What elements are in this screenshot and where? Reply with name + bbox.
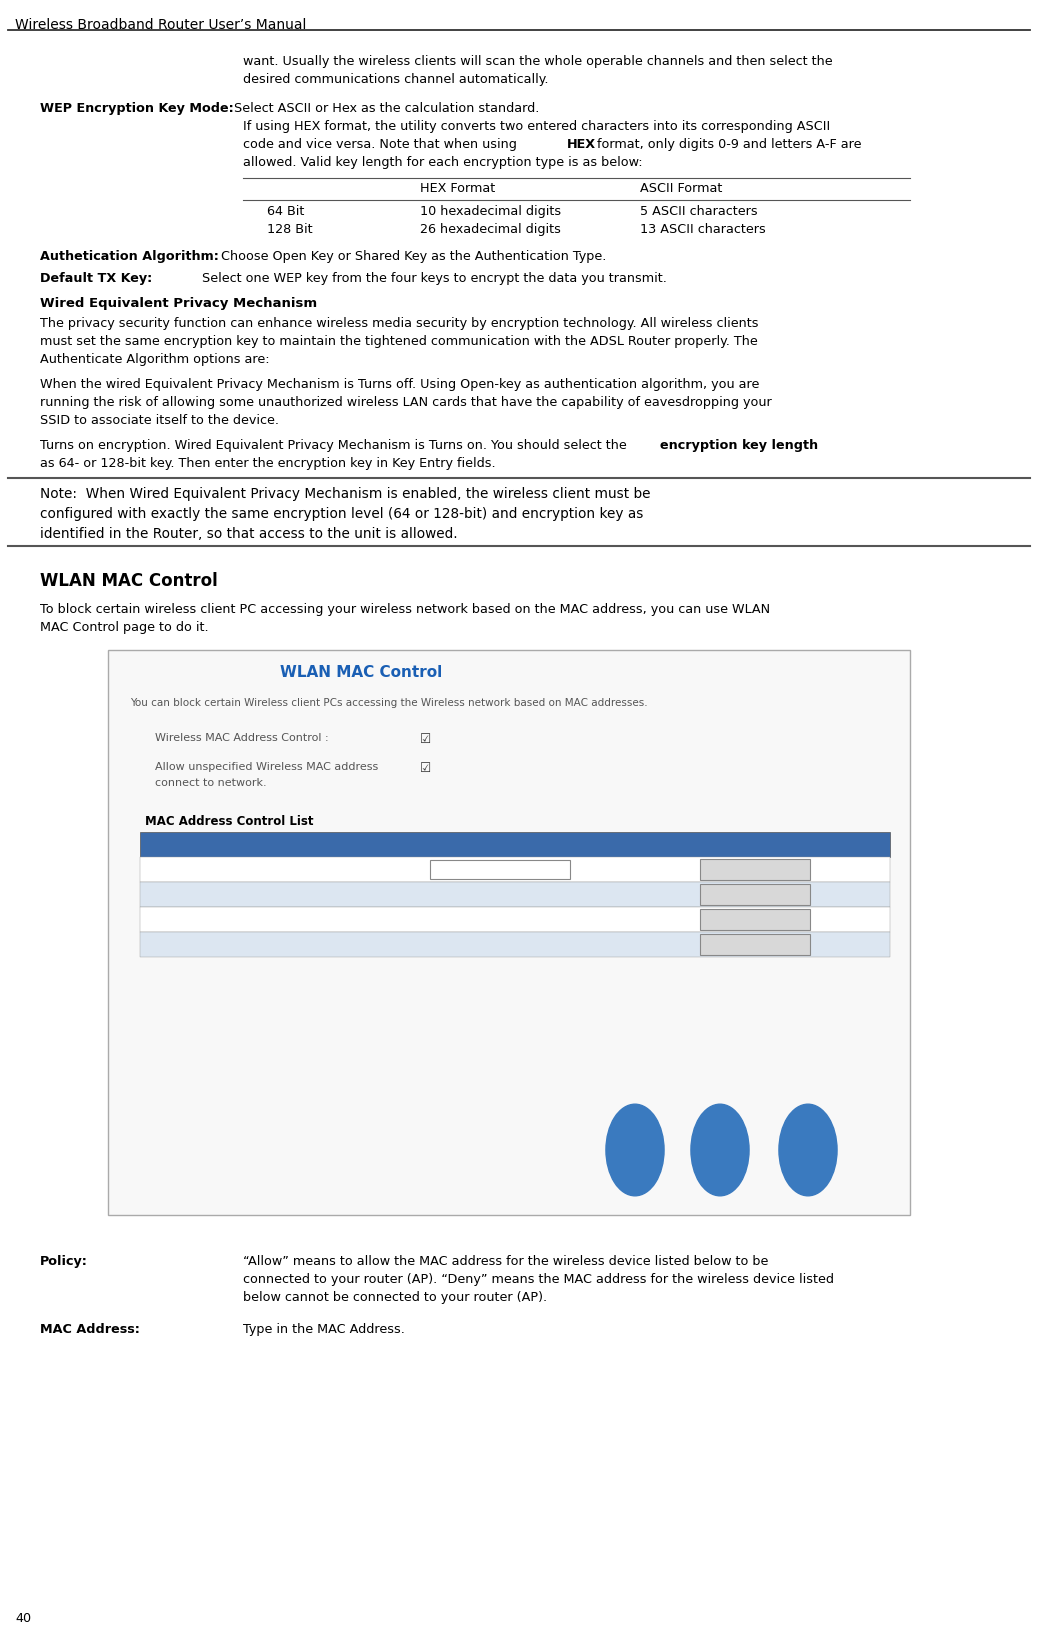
Text: Wireless Broadband Router User’s Manual: Wireless Broadband Router User’s Manual <box>15 18 306 33</box>
Text: Note:  When Wired Equivalent Privacy Mechanism is enabled, the wireless client m: Note: When Wired Equivalent Privacy Mech… <box>40 488 651 501</box>
Text: 57A65F70BF4E: 57A65F70BF4E <box>450 939 528 949</box>
FancyBboxPatch shape <box>140 933 890 957</box>
Text: Policy:: Policy: <box>40 1255 88 1268</box>
Text: 26 hexadecimal digits: 26 hexadecimal digits <box>420 222 561 236</box>
Text: 0D10B50BF274: 0D10B50BF274 <box>450 888 530 900</box>
Text: ☑: ☑ <box>420 733 431 746</box>
Text: Wired Equivalent Privacy Mechanism: Wired Equivalent Privacy Mechanism <box>40 298 318 309</box>
Text: MAC Address Control List: MAC Address Control List <box>145 815 313 828</box>
Circle shape <box>778 1104 837 1196</box>
Text: Select ASCII or Hex as the calculation standard.: Select ASCII or Hex as the calculation s… <box>230 101 540 115</box>
FancyBboxPatch shape <box>700 883 810 905</box>
Text: 40: 40 <box>15 1611 31 1625</box>
FancyBboxPatch shape <box>140 882 890 906</box>
Text: To block certain wireless client PC accessing your wireless network based on the: To block certain wireless client PC acce… <box>40 604 770 617</box>
Text: HELP: HELP <box>624 1142 647 1152</box>
Text: When the wired Equivalent Privacy Mechanism is Turns off. Using Open-key as auth: When the wired Equivalent Privacy Mechan… <box>40 378 760 391</box>
Text: format, only digits 0-9 and letters A-F are: format, only digits 0-9 and letters A-F … <box>593 137 862 151</box>
Text: Policy: Policy <box>245 838 282 847</box>
FancyBboxPatch shape <box>108 649 910 1216</box>
Text: 0210A50BF3CC: 0210A50BF3CC <box>450 915 530 924</box>
Text: MAC Address: MAC Address <box>490 838 572 847</box>
Text: “Allow” means to allow the MAC address for the wireless device listed below to b: “Allow” means to allow the MAC address f… <box>243 1255 768 1268</box>
Text: 13 ASCII characters: 13 ASCII characters <box>640 222 766 236</box>
Text: The privacy security function can enhance wireless media security by encryption : The privacy security function can enhanc… <box>40 317 759 330</box>
Text: must set the same encryption key to maintain the tightened communication with th: must set the same encryption key to main… <box>40 335 758 348</box>
Text: HEX Format: HEX Format <box>420 182 495 195</box>
Text: Type in the MAC Address.: Type in the MAC Address. <box>243 1324 405 1337</box>
Text: allowed. Valid key length for each encryption type is as below:: allowed. Valid key length for each encry… <box>243 155 643 169</box>
Text: MAC Control page to do it.: MAC Control page to do it. <box>40 622 209 635</box>
Text: Authetication Algorithm:: Authetication Algorithm: <box>40 250 219 263</box>
Text: ◉ Allow  ○ Deny: ◉ Allow ○ Deny <box>180 864 266 874</box>
Text: identified in the Router, so that access to the unit is allowed.: identified in the Router, so that access… <box>40 527 458 542</box>
Text: Choose Open Key or Shared Key as the Authentication Type.: Choose Open Key or Shared Key as the Aut… <box>217 250 606 263</box>
FancyBboxPatch shape <box>700 934 810 955</box>
Text: connect to network.: connect to network. <box>155 779 267 789</box>
Text: ASCII Format: ASCII Format <box>640 182 722 195</box>
Text: WEP Encryption Key Mode:: WEP Encryption Key Mode: <box>40 101 234 115</box>
Text: running the risk of allowing some unauthorized wireless LAN cards that have the : running the risk of allowing some unauth… <box>40 396 771 409</box>
Text: desired communications channel automatically.: desired communications channel automatic… <box>243 74 548 87</box>
Text: Delete: Delete <box>727 939 761 949</box>
Text: HEX: HEX <box>567 137 596 151</box>
FancyBboxPatch shape <box>430 861 570 879</box>
Text: ◉ Allow  ○ Deny: ◉ Allow ○ Deny <box>180 939 266 949</box>
Text: 5 ASCII characters: 5 ASCII characters <box>640 204 758 218</box>
Text: MAC Address:: MAC Address: <box>40 1324 140 1337</box>
Text: 64 Bit: 64 Bit <box>267 204 304 218</box>
Text: as 64- or 128-bit key. Then enter the encryption key in Key Entry fields.: as 64- or 128-bit key. Then enter the en… <box>40 456 495 470</box>
Text: ☑: ☑ <box>420 762 431 775</box>
FancyBboxPatch shape <box>700 859 810 880</box>
Text: You can block certain Wireless client PCs accessing the Wireless network based o: You can block certain Wireless client PC… <box>130 699 648 708</box>
FancyBboxPatch shape <box>700 910 810 929</box>
Text: 10 hexadecimal digits: 10 hexadecimal digits <box>420 204 562 218</box>
FancyBboxPatch shape <box>140 833 890 857</box>
Text: Turns on encryption. Wired Equivalent Privacy Mechanism is Turns on. You should : Turns on encryption. Wired Equivalent Pr… <box>40 438 631 452</box>
Text: APPLY: APPLY <box>707 1142 733 1152</box>
Text: << Add: << Add <box>723 864 764 874</box>
Text: 128 Bit: 128 Bit <box>267 222 312 236</box>
Text: Delete: Delete <box>727 915 761 924</box>
Text: Delete: Delete <box>727 888 761 900</box>
Text: code and vice versa. Note that when using: code and vice versa. Note that when usin… <box>243 137 521 151</box>
Text: below cannot be connected to your router (AP).: below cannot be connected to your router… <box>243 1291 547 1304</box>
Text: configured with exactly the same encryption level (64 or 128-bit) and encryption: configured with exactly the same encrypt… <box>40 507 644 520</box>
FancyBboxPatch shape <box>140 906 890 933</box>
Text: Wireless MAC Address Control :: Wireless MAC Address Control : <box>155 733 329 743</box>
Text: ◉ Allow  ○ Deny: ◉ Allow ○ Deny <box>180 915 266 924</box>
Circle shape <box>691 1104 749 1196</box>
Text: CANCEL: CANCEL <box>791 1142 825 1152</box>
Text: want. Usually the wireless clients will scan the whole operable channels and the: want. Usually the wireless clients will … <box>243 56 832 69</box>
FancyBboxPatch shape <box>140 857 890 882</box>
Text: WLAN MAC Control: WLAN MAC Control <box>280 664 442 681</box>
Circle shape <box>606 1104 664 1196</box>
Text: encryption key length: encryption key length <box>660 438 818 452</box>
Text: WLAN MAC Control: WLAN MAC Control <box>40 573 218 591</box>
Text: Allow unspecified Wireless MAC address: Allow unspecified Wireless MAC address <box>155 762 378 772</box>
Text: Default TX Key:: Default TX Key: <box>40 272 153 285</box>
Text: ◉ Allow  ○ Deny: ◉ Allow ○ Deny <box>180 888 266 900</box>
Text: SSID to associate itself to the device.: SSID to associate itself to the device. <box>40 414 279 427</box>
Text: Authenticate Algorithm options are:: Authenticate Algorithm options are: <box>40 353 270 366</box>
Text: Select one WEP key from the four keys to encrypt the data you transmit.: Select one WEP key from the four keys to… <box>170 272 666 285</box>
Text: If using HEX format, the utility converts two entered characters into its corres: If using HEX format, the utility convert… <box>243 119 830 133</box>
Text: connected to your router (AP). “Deny” means the MAC address for the wireless dev: connected to your router (AP). “Deny” me… <box>243 1273 834 1286</box>
